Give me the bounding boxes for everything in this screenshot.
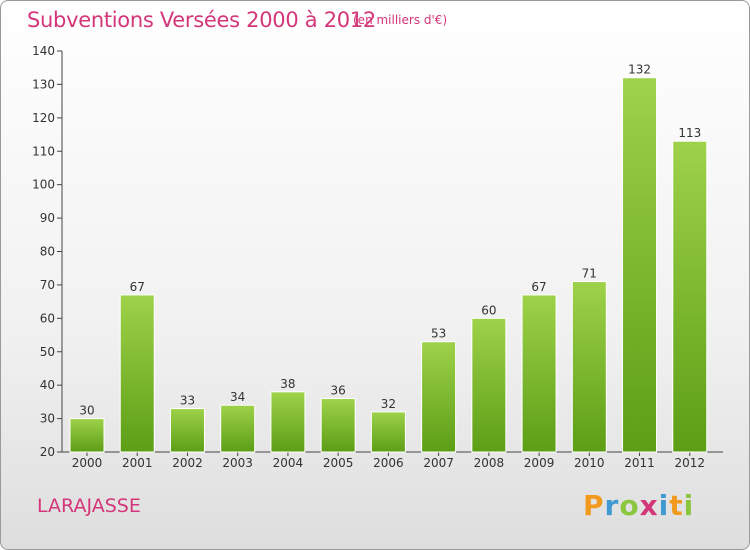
x-tick-label: 2005 [323,456,354,470]
y-tick-label: 20 [40,445,55,459]
x-tick-label: 2003 [222,456,253,470]
value-label-2011: 132 [628,63,651,77]
bar-2004 [270,391,306,453]
bar-2000 [69,418,105,453]
proxiti-logo: Proxiti [583,489,694,522]
value-label-2004: 38 [280,377,295,391]
logo-letter: r [604,489,620,522]
bar-2010 [571,281,607,453]
y-tick-label: 30 [40,412,55,426]
logo-letter: i [658,489,670,522]
bar-2009 [521,294,557,453]
bar-2001 [119,294,155,453]
commune-name: LARAJASSE [37,495,141,517]
bar-2012 [672,140,708,453]
y-tick-label: 50 [40,345,55,359]
y-tick-label: 40 [40,378,55,392]
x-tick-label: 2008 [474,456,505,470]
value-label-2003: 34 [230,390,245,404]
chart-labels: 2000 30 2001 67 2002 33 2003 34 2004 38 2005 36 2006… [72,63,705,470]
value-label-2000: 30 [79,404,94,418]
y-tick-label: 130 [32,77,55,91]
chart-unit-label: (en milliers d'€) [353,13,448,27]
logo-letter: o [619,489,640,522]
bar-2003 [220,404,256,453]
value-label-2010: 71 [582,267,597,281]
logo-letter: x [639,489,659,522]
value-label-2005: 36 [331,384,346,398]
x-tick-label: 2001 [122,456,153,470]
chart-bars [69,77,708,453]
x-tick-label: 2011 [624,456,655,470]
value-label-2012: 113 [678,126,701,140]
logo-letter: t [669,489,684,522]
value-label-2006: 32 [381,397,396,411]
bar-2007 [421,341,457,453]
y-tick-label: 110 [32,144,55,158]
value-label-2009: 67 [531,280,546,294]
value-label-2007: 53 [431,327,446,341]
value-label-2001: 67 [130,280,145,294]
y-tick-label: 120 [32,111,55,125]
logo-letter: P [583,489,605,522]
value-label-2008: 60 [481,303,496,317]
y-tick-label: 80 [40,245,55,259]
y-tick-label: 70 [40,278,55,292]
x-tick-label: 2002 [172,456,203,470]
x-tick-label: 2012 [674,456,705,470]
logo-letter: i [683,489,695,522]
x-tick-label: 2007 [423,456,454,470]
y-tick-label: 90 [40,211,55,225]
bar-2005 [320,398,356,453]
value-label-2002: 33 [180,394,195,408]
bar-2002 [169,408,205,453]
x-tick-label: 2006 [373,456,404,470]
y-tick-label: 140 [32,44,55,58]
y-tick-label: 100 [32,178,55,192]
x-tick-label: 2009 [524,456,555,470]
bar-2011 [622,77,658,453]
bar-2006 [370,411,406,453]
bar-2008 [471,317,507,453]
chart-axes: 20 30 40 50 60 70 80 90 100 110 120 130 140 [32,44,723,459]
x-tick-label: 2000 [72,456,103,470]
y-tick-label: 60 [40,311,55,325]
x-tick-label: 2010 [574,456,605,470]
chart-title: Subventions Versées 2000 à 2012 [27,8,376,32]
x-tick-label: 2004 [273,456,304,470]
